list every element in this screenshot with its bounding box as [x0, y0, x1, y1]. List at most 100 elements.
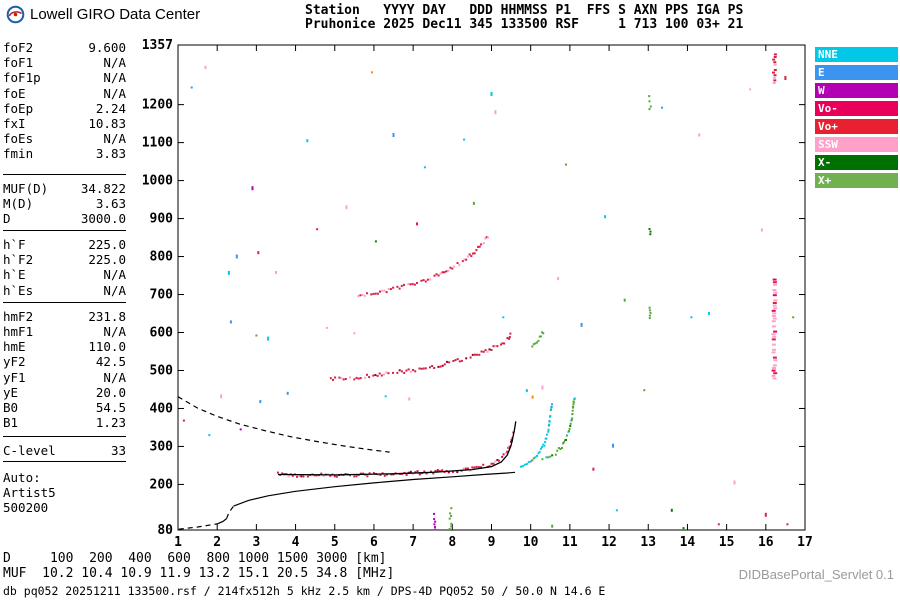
param-label: C-level — [3, 443, 56, 459]
x-tick-label: 15 — [719, 535, 735, 550]
param-label: fxI — [3, 115, 26, 131]
legend-item-x: X+ — [815, 173, 898, 188]
y-tick-label: 1200 — [142, 98, 173, 113]
param-value: 20.0 — [95, 384, 126, 400]
y-tick-label: 1100 — [142, 136, 173, 151]
x-tick-label: 17 — [797, 535, 813, 550]
y-tick-label: 400 — [150, 401, 174, 416]
param-label: foE — [3, 85, 26, 101]
servlet-version: DIDBasePortal_Servlet 0.1 — [738, 567, 894, 582]
interference-7-9mhz — [448, 507, 453, 530]
param-foe: foE N/A — [3, 86, 126, 101]
legend-item-vo: Vo- — [815, 101, 898, 116]
f-trace-x-mode-b — [541, 397, 576, 461]
brand-title: Lowell GIRO Data Center — [30, 6, 201, 23]
param-value: N/A — [103, 369, 126, 385]
param-md: M(D) 3.63 — [3, 196, 126, 211]
brand-header: Lowell GIRO Data Center — [6, 5, 200, 24]
param-label: hmF2 — [3, 308, 34, 324]
y-tick-label: 1000 — [142, 174, 173, 189]
param-label: B0 — [3, 399, 19, 415]
station-header: Station YYYY DAY DDD HHMMSS P1 FFS S AXN… — [305, 4, 743, 32]
param-value: 3.83 — [95, 146, 126, 162]
param-value: 2.24 — [95, 100, 126, 116]
param-hmf2: hmF2 231.8 — [3, 309, 126, 324]
profile-e-layer — [216, 518, 227, 525]
param-label: MUF(D) — [3, 180, 49, 196]
param-group-1: foF2 9.600 foF1 N/A foF1p N/A foE N/A foEp 2.24 fx… — [3, 40, 126, 175]
param-value: N/A — [103, 85, 126, 101]
x-tick-label: 4 — [292, 535, 300, 550]
noise-speckle — [182, 65, 795, 530]
param-label: hmF1 — [3, 324, 34, 339]
param-hes: h`Es N/A — [3, 283, 126, 298]
param-label: B1 — [3, 415, 19, 431]
param-foes: foEs N/A — [3, 131, 126, 146]
param-auto: Auto: — [3, 470, 126, 485]
x-tick-label: 13 — [640, 535, 656, 550]
param-value: 225.0 — [88, 237, 126, 253]
x-tick-label: 14 — [680, 535, 696, 550]
parameter-panel: foF2 9.600 foF1 N/A foF1p N/A foE N/A foEp 2.24 fx… — [3, 40, 126, 521]
y-tick-label: 300 — [150, 439, 174, 454]
param-label: M(D) — [3, 195, 34, 211]
x-tick-label: 11 — [562, 535, 578, 550]
param-label: foF1p — [3, 70, 41, 86]
param-label: foF2 — [3, 40, 34, 55]
y-tick-label: 700 — [150, 288, 174, 303]
plot-axes: 1 2 3 4 5 6 7 8 9 10 11 12 13 14 15 16 17802003004005006… — [142, 38, 813, 550]
interference-13mhz-a — [648, 306, 652, 320]
y-tick-label: 800 — [150, 250, 174, 265]
param-value: 225.0 — [88, 252, 126, 268]
param-foep: foEp 2.24 — [3, 101, 126, 116]
param-group-2: MUF(D) 34.822 M(D) 3.63 D 3000.0 — [3, 181, 126, 232]
param-d: D 3000.0 — [3, 211, 126, 226]
giro-logo — [6, 5, 25, 24]
x-tick-label: 9 — [488, 535, 496, 550]
param-fof2: foF2 9.600 — [3, 40, 126, 55]
doppler-direction-legend: NNE E W Vo- Vo+ SSW X- X+ — [815, 47, 898, 191]
y-tick-label: 500 — [150, 363, 174, 378]
f-trace-o-mode — [276, 431, 515, 478]
param-fof1p: foF1p N/A — [3, 70, 126, 85]
x-tick-label: 1 — [174, 535, 182, 550]
param-value: N/A — [103, 324, 126, 339]
param-fmin: fmin 3.83 — [3, 146, 126, 161]
x-tick-label: 2 — [213, 535, 221, 550]
status-line: db pq052 20251211 133500.rsf / 214fx512h… — [3, 584, 606, 598]
legend-item-w: W — [815, 83, 898, 98]
legend-item-x: X- — [815, 155, 898, 170]
param-label: D — [3, 210, 11, 226]
param-label: yF1 — [3, 369, 26, 385]
param-hf2: h`F2 225.0 — [3, 252, 126, 267]
station-header-line1: Station YYYY DAY DDD HHMMSS P1 FFS S AXN… — [305, 3, 744, 18]
param-label: 500200 — [3, 499, 49, 515]
param-hmf1: hmF1 N/A — [3, 324, 126, 339]
param-yf1: yF1 N/A — [3, 370, 126, 385]
param-ye: yE 20.0 — [3, 385, 126, 400]
interference-16mhz-low — [771, 278, 778, 380]
param-value: N/A — [103, 55, 126, 71]
param-label: foF1 — [3, 55, 34, 71]
param-value: 10.83 — [88, 115, 126, 131]
x-tick-label: 16 — [758, 535, 774, 550]
param-label: Auto: — [3, 469, 41, 485]
station-header-line2: Pruhonice 2025 Dec11 345 133500 RSF 1 71… — [305, 17, 744, 32]
param-artist5: Artist5 — [3, 485, 126, 500]
param-fxi: fxI 10.83 — [3, 116, 126, 131]
param-group-6: Auto: Artist5 500200 — [3, 470, 126, 516]
y-tick-label: 600 — [150, 326, 174, 341]
param-500200: 500200 — [3, 500, 126, 515]
param-label: h`F2 — [3, 252, 34, 268]
x-tick-label: 8 — [448, 535, 456, 550]
second-hop-trace — [329, 332, 512, 381]
y-tick-label: 200 — [150, 477, 174, 492]
param-value: N/A — [103, 70, 126, 86]
param-value: N/A — [103, 267, 126, 283]
param-b1: B1 1.23 — [3, 415, 126, 430]
param-clevel: C-level 33 — [3, 443, 126, 458]
y-tick-label: 80 — [157, 523, 173, 538]
param-label: h`F — [3, 237, 26, 253]
param-value: 3.63 — [95, 195, 126, 211]
